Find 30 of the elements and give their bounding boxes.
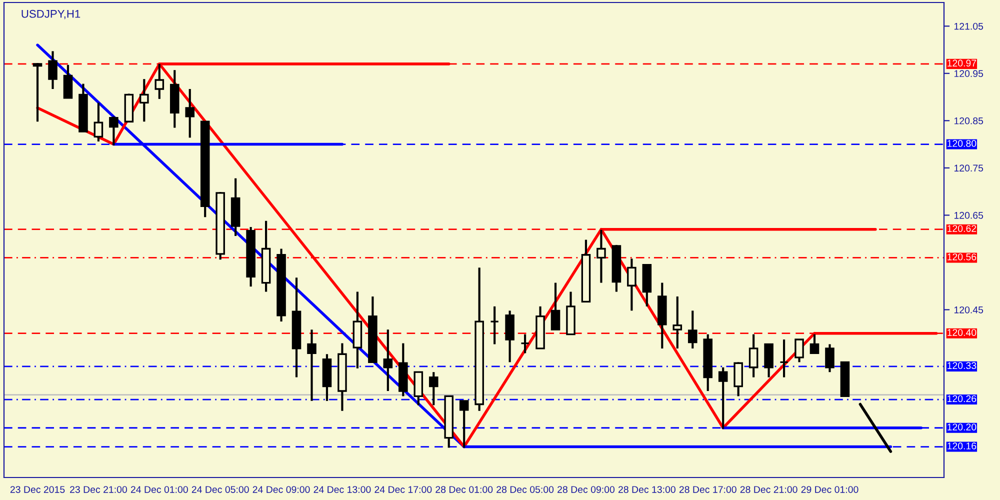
ref-line-label: 120.26 xyxy=(948,395,976,402)
y-tick-label: 120.95 xyxy=(954,70,984,78)
ref-line-label: 120.80 xyxy=(948,140,976,147)
ref-line-label: 120.40 xyxy=(948,329,976,336)
text: USDJPY,H1 xyxy=(22,10,80,20)
ref-line-label: 120.33 xyxy=(948,362,976,370)
x-tick-label: 24 Dec 17:00 xyxy=(374,486,432,493)
y-tick-label: 120.85 xyxy=(954,117,984,124)
ref-line-label: 120.97 xyxy=(948,60,976,67)
y-tick-label: 121.05 xyxy=(954,22,984,30)
x-tick-label: 24 Dec 01:00 xyxy=(130,486,188,493)
ref-line-label: 120.20 xyxy=(948,424,976,430)
x-tick-label: 24 Dec 05:00 xyxy=(192,486,249,493)
x-tick-label: 23 Dec 21:00 xyxy=(70,486,127,493)
x-tick-label: 28 Dec 09:00 xyxy=(558,486,615,493)
y-tick-label: 120.65 xyxy=(954,212,984,219)
ref-line-label: 120.16 xyxy=(948,442,976,450)
ref-line-label: 120.56 xyxy=(948,253,976,260)
x-tick-label: 29 Dec 01:00 xyxy=(801,486,858,493)
x-tick-label: 24 Dec 13:00 xyxy=(314,486,371,493)
x-tick-label: 23 Dec 2015 xyxy=(10,486,65,493)
x-tick-label: 24 Dec 09:00 xyxy=(252,486,310,493)
x-tick-label: 28 Dec 01:00 xyxy=(436,486,493,493)
ref-line-label: 120.62 xyxy=(948,225,976,232)
y-tick-label: 120.75 xyxy=(954,164,984,172)
y-tick-label: 120.45 xyxy=(954,306,984,314)
x-tick-label: 28 Dec 21:00 xyxy=(740,486,798,493)
x-tick-label: 28 Dec 13:00 xyxy=(618,486,676,493)
x-tick-label: 28 Dec 17:00 xyxy=(679,486,736,493)
x-tick-label: 28 Dec 05:00 xyxy=(496,486,554,493)
